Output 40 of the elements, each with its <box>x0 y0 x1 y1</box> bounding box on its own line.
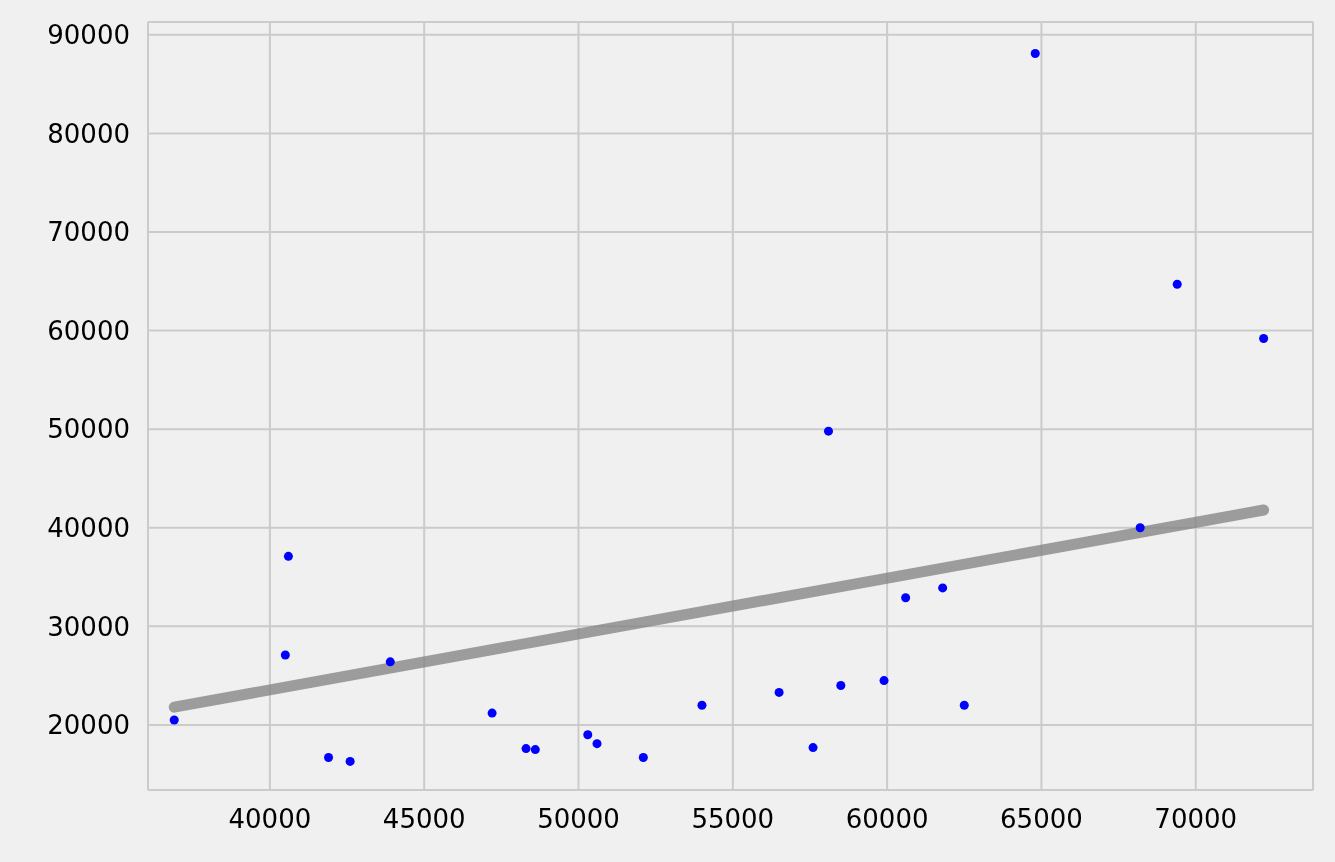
x-tick-label: 45000 <box>382 804 466 835</box>
point <box>774 687 784 697</box>
point <box>836 680 846 690</box>
y-tick-label: 90000 <box>47 20 130 51</box>
point <box>1172 279 1182 289</box>
point <box>638 752 648 762</box>
x-tick-label: 40000 <box>228 804 312 835</box>
point <box>521 744 531 754</box>
point <box>283 551 293 561</box>
y-tick-label: 50000 <box>47 414 130 445</box>
x-tick-label: 55000 <box>691 804 775 835</box>
y-tick-label: 70000 <box>47 217 130 248</box>
x-tick-label: 50000 <box>537 804 620 835</box>
point <box>697 700 707 710</box>
point <box>324 752 334 762</box>
point <box>901 593 911 603</box>
y-tick-label: 60000 <box>47 315 130 346</box>
y-tick-label: 80000 <box>47 118 130 149</box>
point <box>280 650 290 660</box>
x-tick-label: 70000 <box>1154 804 1238 835</box>
point <box>959 700 969 710</box>
point <box>345 756 355 766</box>
y-tick-label: 40000 <box>47 512 130 543</box>
point <box>169 715 179 725</box>
point <box>938 583 948 593</box>
y-tick-label: 30000 <box>47 611 130 642</box>
y-tick-label: 20000 <box>47 710 130 741</box>
x-tick-label: 65000 <box>1000 804 1083 835</box>
point <box>1135 523 1145 533</box>
point <box>1259 333 1269 343</box>
point <box>808 743 818 753</box>
point <box>592 739 602 749</box>
x-tick-label: 60000 <box>845 804 929 835</box>
point <box>487 708 497 718</box>
point <box>530 745 540 755</box>
point <box>823 426 833 436</box>
point <box>583 730 593 740</box>
point <box>385 657 395 667</box>
point <box>879 676 889 686</box>
point <box>1030 49 1040 59</box>
